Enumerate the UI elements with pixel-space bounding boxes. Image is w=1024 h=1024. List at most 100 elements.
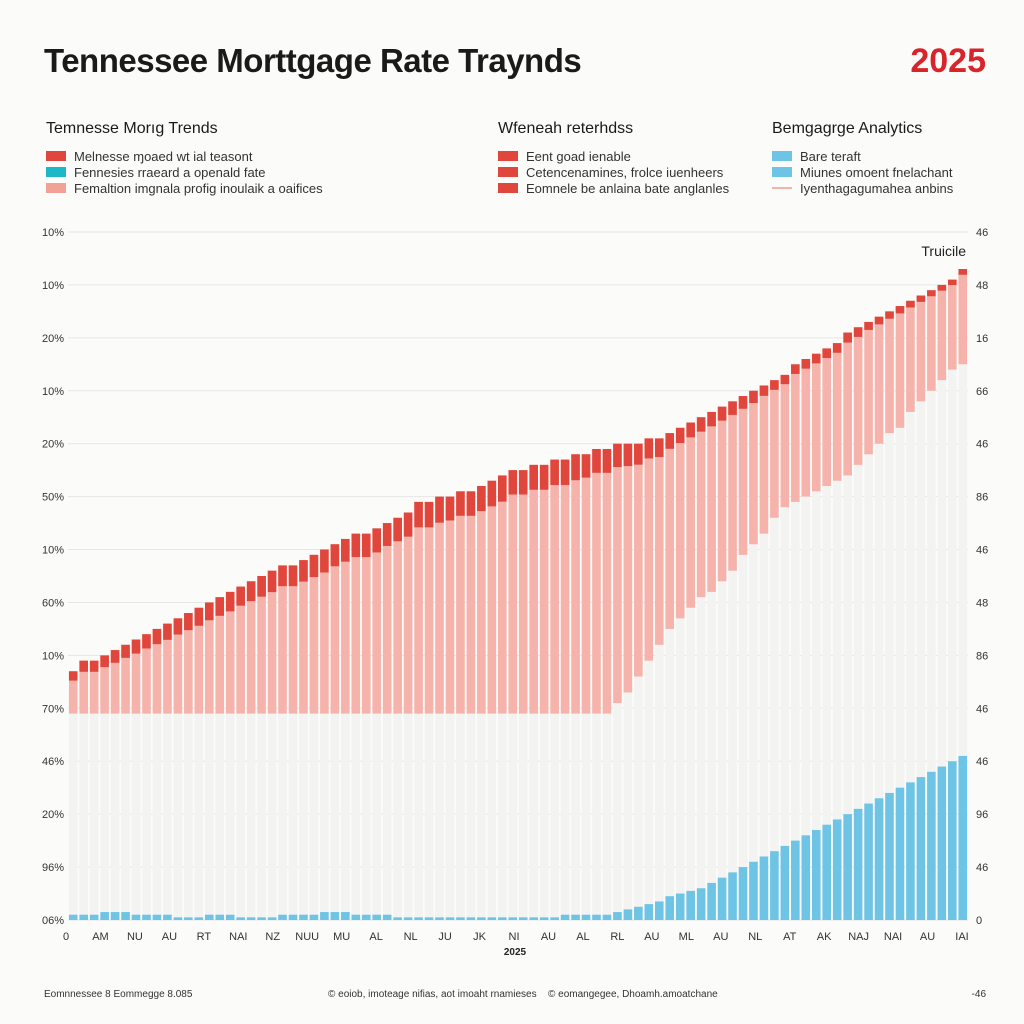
bar-background xyxy=(278,565,287,920)
x-tick-label: NAI xyxy=(884,931,902,943)
legend-item[interactable]: Miunes omoent fnelachant xyxy=(772,164,953,180)
bar-band-dark xyxy=(654,438,664,457)
y-tick-label-left: 10% xyxy=(42,280,64,292)
bar-band-light xyxy=(811,353,821,492)
bar-blue xyxy=(696,888,706,920)
bar-blue xyxy=(728,872,737,920)
bar-blue xyxy=(152,914,162,920)
bar-blue xyxy=(121,912,130,920)
legend-item[interactable]: Femaltion imgnala profig inoulaik a oaif… xyxy=(46,180,323,196)
bar-band-light xyxy=(717,406,727,582)
bar-band-light xyxy=(958,269,968,365)
legend-swatch xyxy=(46,151,66,161)
bar-band-light xyxy=(895,306,905,428)
bar-background xyxy=(163,623,172,920)
bar-band-light xyxy=(184,613,193,714)
bar-band-dark xyxy=(864,321,873,330)
bar-background xyxy=(236,586,245,920)
bar-blue xyxy=(592,914,601,920)
legend-label: Melnesse ɱoaed wt ial teasont xyxy=(74,148,253,164)
legend-group-title: Wfeneah reterhdss xyxy=(498,120,634,137)
bar-band-light xyxy=(560,459,570,714)
bar-blue xyxy=(131,914,141,920)
bar-band-light xyxy=(100,655,109,714)
bar-band-light xyxy=(309,554,319,714)
y-tick-label-left: 20% xyxy=(42,809,64,821)
bar-background xyxy=(131,639,141,920)
bar-blue xyxy=(320,912,329,920)
bar-background xyxy=(885,311,894,920)
x-tick-label: NAI xyxy=(229,931,247,943)
bar-background xyxy=(906,300,915,920)
bar-background xyxy=(361,533,371,920)
y-tick-label-left: 10% xyxy=(42,386,64,398)
bar-blue xyxy=(927,771,936,920)
bar-band-dark xyxy=(686,422,695,438)
legend-item[interactable]: Eent goad ienable xyxy=(498,148,729,164)
x-tick-label: JK xyxy=(473,931,487,943)
bar-band-light xyxy=(194,607,204,714)
bar-band-dark xyxy=(832,343,842,353)
bar-blue xyxy=(393,917,402,920)
legend-item[interactable]: Bare teraft xyxy=(772,148,953,164)
bar-band-light xyxy=(927,290,936,391)
bar-background xyxy=(822,348,832,920)
y-tick-label-right: 46 xyxy=(976,756,988,768)
bar-band-light xyxy=(644,438,654,661)
bar-band-light xyxy=(592,448,601,714)
bar-blue xyxy=(498,917,507,920)
bar-background xyxy=(320,549,329,920)
bar-background xyxy=(717,406,727,921)
bar-blue xyxy=(330,912,340,920)
y-tick-label-right: 46 xyxy=(976,227,988,239)
legend-item[interactable]: Fennesies rraeard a openald fate xyxy=(46,164,323,180)
bar-blue xyxy=(770,851,779,920)
bar-blue xyxy=(644,904,654,920)
legend-label: Eomnele be anlaina bate anglanles xyxy=(526,180,730,196)
bar-blue xyxy=(68,914,78,920)
bar-band-dark xyxy=(498,475,507,502)
bar-band-dark xyxy=(288,565,298,587)
bar-band-dark xyxy=(142,634,151,649)
bar-background xyxy=(780,374,790,920)
legend-item[interactable]: Melnesse ɱoaed wt ial teasont xyxy=(46,148,323,164)
bar-band-light xyxy=(215,597,225,714)
bar-blue xyxy=(665,896,675,920)
bar-background xyxy=(864,321,873,920)
bar-blue xyxy=(550,917,559,920)
bar-background xyxy=(173,618,183,920)
bar-background xyxy=(246,581,256,920)
bar-background xyxy=(110,650,120,920)
bar-blue xyxy=(874,798,884,920)
bar-background xyxy=(204,602,214,920)
bar-background xyxy=(257,576,266,920)
bar-background xyxy=(215,597,225,920)
x-tick-label: AK xyxy=(817,931,832,943)
legend-item[interactable]: Cetencenamines, frolce iuenheers xyxy=(498,164,729,180)
year-badge: 2025 xyxy=(910,42,986,80)
x-tick-label: NL xyxy=(748,931,762,943)
bar-band-dark xyxy=(382,523,392,546)
bar-band-dark xyxy=(592,448,601,473)
y-tick-label-left: 20% xyxy=(42,333,64,345)
bar-band-dark xyxy=(278,565,287,587)
bar-background xyxy=(225,591,235,920)
x-tick-label: IAI xyxy=(955,931,968,943)
legend-group-title: Temnesse Morıg Trends xyxy=(46,120,218,137)
y-tick-label-right: 46 xyxy=(976,545,988,557)
bar-blue xyxy=(215,914,225,920)
legend-swatch xyxy=(772,151,792,161)
x-tick-label: AT xyxy=(783,931,797,943)
bar-band-dark xyxy=(853,327,863,337)
legend-label: Femaltion imgnala profig inoulaik a oaif… xyxy=(74,180,323,196)
bar-band-light xyxy=(759,385,769,534)
bar-background xyxy=(675,427,685,920)
bar-background xyxy=(738,396,748,920)
bar-band-dark xyxy=(675,427,685,444)
y-tick-label-right: 86 xyxy=(976,492,988,504)
legend-item[interactable]: Iyenthagagumahea anbins xyxy=(772,180,953,196)
legend-item[interactable]: Eomnele be anlaina bate anglanles xyxy=(498,180,729,196)
bar-blue xyxy=(811,830,821,920)
bar-blue xyxy=(142,914,151,920)
bar-band-light xyxy=(393,517,402,714)
